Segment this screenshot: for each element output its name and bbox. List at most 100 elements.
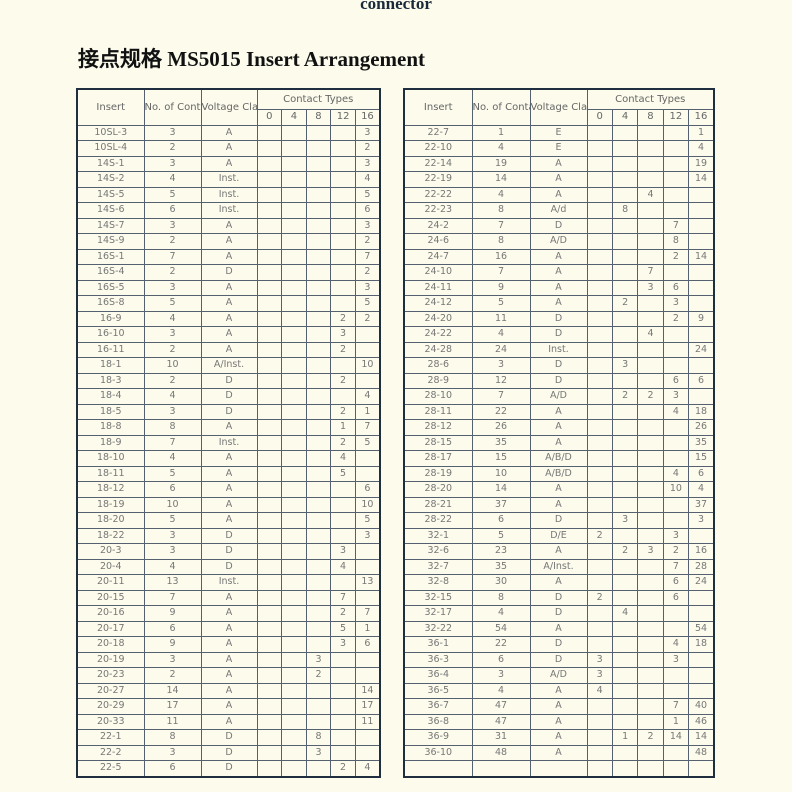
contact-type-header: 12 [330,109,356,126]
cell-contacts: 11 [143,713,202,730]
cell-type-4 [281,217,307,234]
cell-insert: 22-23 [403,202,473,219]
cell-type-16: 6 [354,636,381,653]
cell-type-4 [281,233,307,250]
cell-type-8 [305,357,332,374]
table-row: 36-7 47 A 7 40 [403,698,715,715]
cell-voltage-class: Inst. [200,171,258,188]
cell-insert: 16-11 [76,341,145,358]
cell-type-8 [637,667,664,684]
cell-type-4 [611,434,639,451]
cell-type-16 [354,558,381,575]
cell-type-12 [330,667,356,684]
cell-type-4 [281,171,307,188]
cell-contacts: 11 [471,310,531,327]
cell-type-16 [688,264,715,281]
table-row: 36-9 31 A 1 2 14 14 [403,729,715,746]
cell-voltage-class: A [529,481,588,498]
cell-voltage-class: A [200,481,258,498]
cell-type-8 [305,186,332,203]
cell-type-12 [662,186,690,203]
table-row: 18-1 10 A/Inst. 10 [76,357,381,374]
cell-contacts: 35 [471,558,531,575]
cell-type-16 [688,388,715,405]
table-row: 24-6 8 A/D 8 [403,233,715,250]
cell-type-8 [305,248,332,265]
cell-type-12 [662,419,690,436]
cell-type-12 [330,264,356,281]
cell-contacts: 7 [471,388,531,405]
cell-contacts: 6 [143,620,202,637]
table-row: 10SL-3 3 A 3 [76,124,381,141]
table-row: 28-17 15 A/B/D 15 [403,450,715,467]
cell-type-0: 3 [586,667,613,684]
cell-contacts: 7 [143,589,202,606]
cell-type-0 [256,388,283,405]
cell-voltage-class: A [200,326,258,343]
table-row: 16S-1 7 A 7 [76,248,381,265]
cell-type-8 [637,155,664,172]
header-row: 0 4 8 12 16 [77,109,381,126]
cell-contacts: 7 [471,217,531,234]
cell-insert: 32-17 [403,605,473,622]
contact-type-header: 4 [281,109,307,126]
cell-type-4 [281,636,307,653]
cell-insert: 20-11 [76,574,145,591]
cell-insert: 24-22 [403,326,473,343]
cell-type-4: 2 [611,295,639,312]
cell-type-16 [688,651,715,668]
cell-type-4 [281,264,307,281]
table-row: 24-28 24 Inst. 24 [403,341,715,358]
cell-type-8 [305,403,332,420]
cell-type-16: 14 [688,729,715,746]
cell-contacts: 3 [143,527,202,544]
cell-type-16 [688,605,715,622]
cell-contacts: 3 [143,744,202,761]
table-row: 22-7 1 E 1 [403,124,715,141]
cell-type-12 [662,496,690,513]
cell-insert: 36-4 [403,667,473,684]
cell-contacts: 2 [143,372,202,389]
cell-contacts: 48 [471,744,531,761]
cell-voltage-class: Inst. [200,574,258,591]
cell-contacts: 2 [143,233,202,250]
cell-type-16: 3 [354,279,381,296]
cell-type-0 [256,496,283,513]
contact-type-header: 0 [256,109,283,126]
cell-type-4 [281,496,307,513]
cell-insert: 36-8 [403,713,473,730]
cell-voltage-class: A/d [529,202,588,219]
cell-voltage-class: A [200,140,258,157]
cell-type-16 [354,372,381,389]
table-row: 16-11 2 A 2 [76,341,381,358]
cell-type-12: 2 [662,310,690,327]
cell-type-4 [281,341,307,358]
cell-insert: 22-1 [76,729,145,746]
cell-contacts: 3 [143,403,202,420]
cell-type-0 [256,124,283,141]
cell-contacts: 16 [471,248,531,265]
cell-contacts: 10 [471,465,531,482]
table-row: 22-2 3 D 3 [76,744,381,761]
cell-type-4 [611,527,639,544]
cell-type-16: 2 [354,233,381,250]
cell-type-4: 3 [611,357,639,374]
cell-type-8: 3 [305,744,332,761]
cell-type-16: 46 [688,713,715,730]
cell-type-8 [305,589,332,606]
cell-type-16 [354,729,381,746]
cell-type-0 [256,372,283,389]
cell-contacts: 4 [143,388,202,405]
cell-type-0 [256,729,283,746]
cell-type-0 [586,434,613,451]
cell-contacts: 2 [143,140,202,157]
cell-type-8 [305,527,332,544]
cell-type-16: 14 [688,248,715,265]
table-row: 14S-2 4 Inst. 4 [76,171,381,188]
cell-insert: 28-19 [403,465,473,482]
cell-type-0 [586,605,613,622]
cell-voltage-class: A [200,496,258,513]
cell-contacts: 9 [143,605,202,622]
cell-type-4: 4 [611,605,639,622]
cell-contacts: 9 [143,636,202,653]
